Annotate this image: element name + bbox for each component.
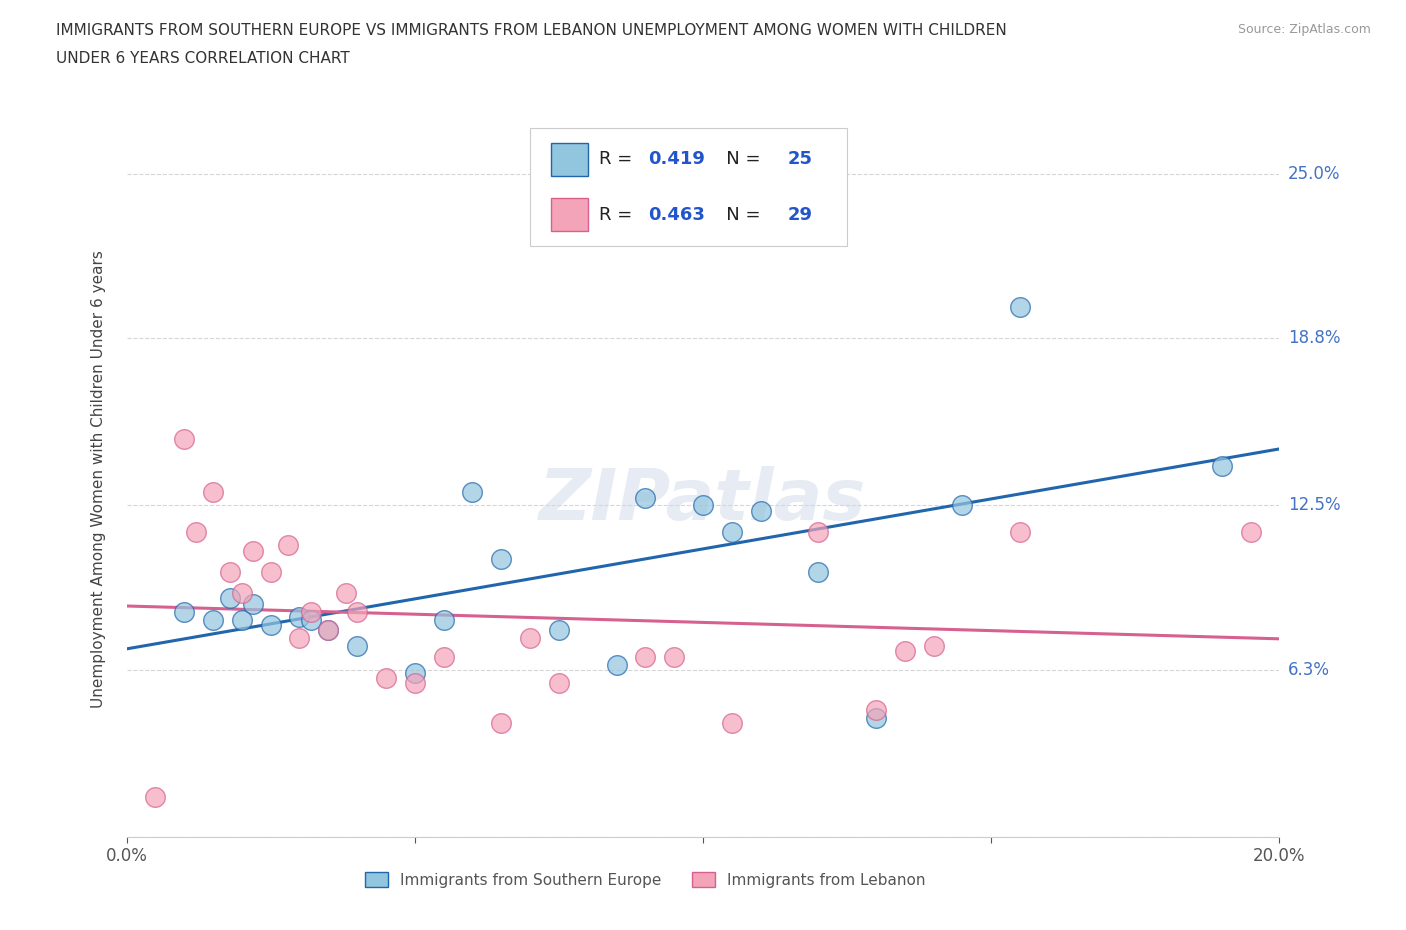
Point (720, 715, 742, 730)
Point (433, 649, 456, 664)
Point (807, 565, 830, 579)
Point (219, 591, 242, 605)
Point (807, 525, 830, 539)
Point (950, 498, 973, 513)
Point (173, 432, 195, 446)
Text: 12.5%: 12.5% (1288, 497, 1340, 514)
Point (433, 612, 456, 627)
Text: IMMIGRANTS FROM SOUTHERN EUROPE VS IMMIGRANTS FROM LEBANON UNEMPLOYMENT AMONG WO: IMMIGRANTS FROM SOUTHERN EUROPE VS IMMIG… (56, 23, 1007, 38)
Point (259, 565, 281, 579)
Point (664, 649, 686, 664)
Point (299, 604, 322, 619)
Point (720, 525, 742, 539)
Legend: Immigrants from Southern Europe, Immigrants from Lebanon: Immigrants from Southern Europe, Immigra… (359, 866, 932, 894)
Point (404, 665, 426, 680)
Point (548, 676, 571, 691)
Text: 0.419: 0.419 (648, 151, 704, 168)
Point (404, 676, 426, 691)
Text: 0.463: 0.463 (648, 206, 704, 224)
Point (749, 503, 772, 518)
FancyBboxPatch shape (530, 128, 846, 246)
Text: 29: 29 (787, 206, 813, 224)
Text: ZIPatlas: ZIPatlas (540, 466, 866, 535)
Point (374, 671, 398, 685)
Point (346, 604, 368, 619)
Point (173, 604, 195, 619)
Text: N =: N = (709, 206, 766, 224)
Point (318, 623, 340, 638)
FancyBboxPatch shape (551, 198, 588, 232)
Point (692, 498, 714, 513)
Point (202, 485, 225, 499)
Point (1010, 299, 1032, 314)
FancyBboxPatch shape (551, 143, 588, 176)
Text: 25: 25 (787, 151, 813, 168)
Point (606, 658, 628, 672)
Text: 6.3%: 6.3% (1288, 661, 1330, 679)
Point (346, 639, 368, 654)
Point (634, 490, 657, 505)
Text: UNDER 6 YEARS CORRELATION CHART: UNDER 6 YEARS CORRELATION CHART (56, 51, 350, 66)
Point (922, 639, 945, 654)
Point (277, 538, 299, 552)
Point (145, 790, 166, 804)
Point (288, 609, 311, 624)
Point (318, 623, 340, 638)
Text: 18.8%: 18.8% (1288, 329, 1340, 348)
Y-axis label: Unemployment Among Women with Children Under 6 years: Unemployment Among Women with Children U… (91, 250, 105, 708)
Point (335, 586, 357, 601)
Point (242, 596, 264, 611)
Point (548, 623, 571, 638)
Point (288, 631, 311, 645)
Point (1240, 525, 1263, 539)
Point (894, 644, 917, 658)
Point (219, 565, 242, 579)
Point (461, 485, 484, 499)
Text: R =: R = (599, 151, 638, 168)
Point (1211, 458, 1233, 473)
Point (865, 711, 887, 725)
Point (231, 586, 253, 601)
Point (242, 543, 264, 558)
Point (184, 525, 207, 539)
Text: R =: R = (599, 206, 638, 224)
Text: Source: ZipAtlas.com: Source: ZipAtlas.com (1237, 23, 1371, 36)
Point (491, 715, 513, 730)
Point (299, 612, 322, 627)
Point (865, 702, 887, 717)
Point (259, 618, 281, 632)
Text: N =: N = (709, 151, 766, 168)
Point (1010, 525, 1032, 539)
Point (202, 612, 225, 627)
Point (491, 551, 513, 566)
Point (519, 631, 541, 645)
Text: 25.0%: 25.0% (1288, 165, 1340, 183)
Point (231, 612, 253, 627)
Point (634, 649, 657, 664)
